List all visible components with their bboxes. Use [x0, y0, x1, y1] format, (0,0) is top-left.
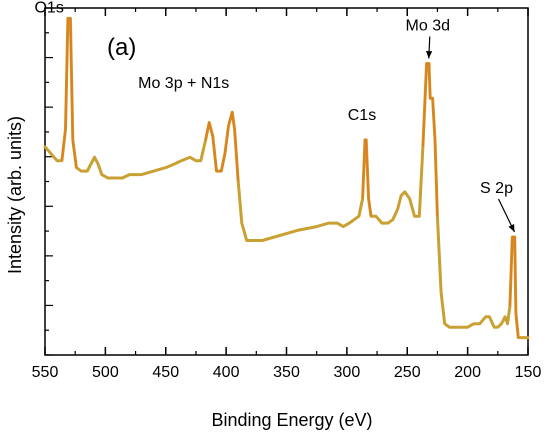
x-tick-label: 200: [454, 364, 481, 381]
series-lines: [43, 16, 530, 340]
x-tick-label: 550: [32, 364, 59, 381]
annotation-label: Mo 3d: [406, 18, 450, 35]
series-peak-highlight: [421, 62, 439, 217]
x-tick-label: 350: [273, 364, 300, 381]
series-peak-highlight: [60, 17, 78, 168]
series-line-0: [43, 16, 530, 340]
annotation-arrowhead: [508, 224, 515, 233]
x-tick-label: 150: [515, 364, 542, 381]
annotations: O1s Mo 3p + N1s C1s Mo 3d S 2p: [34, 0, 516, 233]
y-axis-title: Intensity (arb. units): [5, 116, 25, 274]
x-tick-label: 400: [213, 364, 240, 381]
annotation-label: O1s: [34, 0, 63, 16]
x-tick-label: 450: [152, 364, 179, 381]
annotation-arrowhead: [425, 51, 433, 59]
panel-label: (a): [107, 34, 136, 61]
x-tick-label: 250: [394, 364, 421, 381]
x-tick-label: 300: [334, 364, 361, 381]
x-axis-title: Binding Energy (eV): [211, 410, 372, 430]
series-peak-highlight: [204, 111, 240, 182]
axis-ticks: 550 500 450 400 350 300 250 200 150: [32, 7, 542, 381]
x-tick-label: 500: [92, 364, 119, 381]
annotation-label: Mo 3p + N1s: [138, 75, 229, 92]
series-peak-highlight: [361, 138, 372, 217]
series-peak-highlight: [508, 236, 520, 338]
annotation-label: C1s: [348, 107, 376, 124]
annotation-label: S 2p: [480, 180, 513, 197]
